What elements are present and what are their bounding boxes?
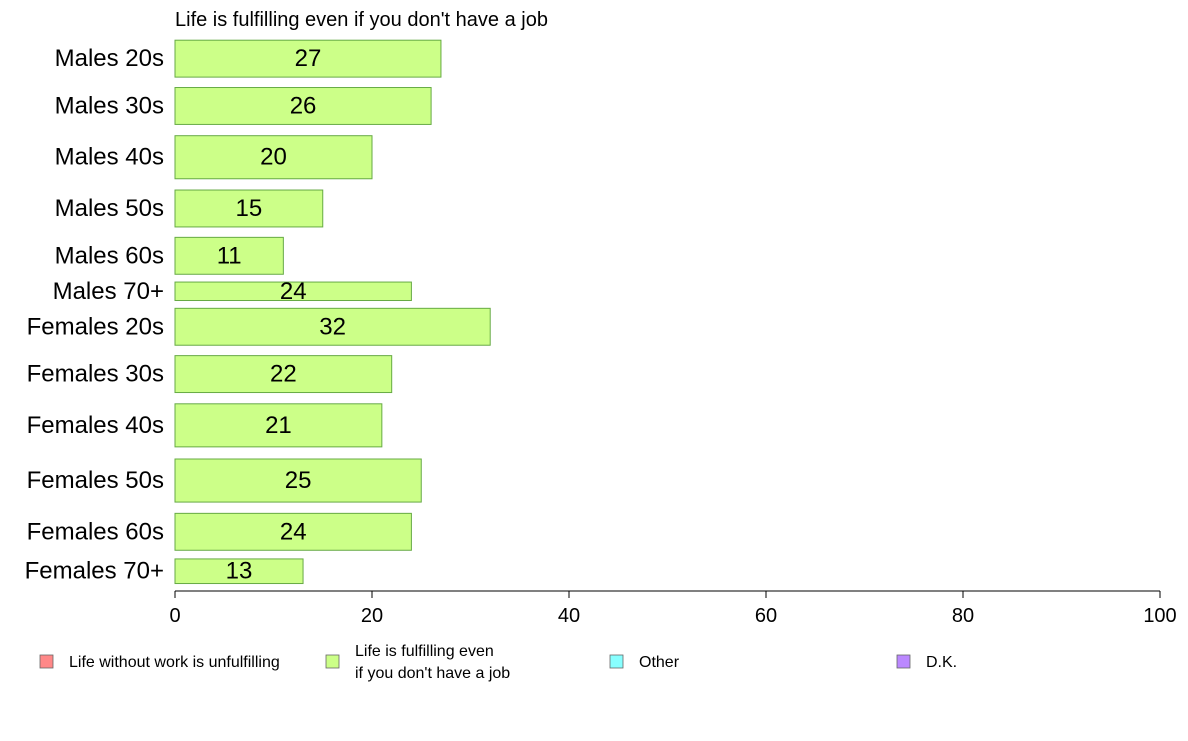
data-label: 24 — [280, 278, 307, 305]
category-label: Females 40s — [27, 412, 164, 439]
legend: Life without work is unfulfilling Life is… — [39, 643, 957, 682]
category-label: Females 50s — [27, 467, 164, 494]
category-label: Males 20s — [55, 45, 164, 72]
category-label: Females 20s — [27, 313, 164, 340]
category-label: Females 60s — [27, 518, 164, 545]
data-label: 32 — [319, 313, 346, 340]
data-label: 26 — [290, 92, 317, 119]
data-label: 15 — [236, 195, 263, 222]
legend-swatch — [896, 654, 911, 669]
data-label: 13 — [226, 558, 253, 585]
bar-females-20s — [174, 307, 491, 346]
x-tick-label: 80 — [952, 605, 974, 627]
category-label: Males 30s — [55, 92, 164, 119]
bar-males-30s — [174, 87, 432, 125]
bar-males-50s — [174, 189, 324, 228]
data-label: 21 — [265, 412, 292, 439]
bar-females-60s — [174, 512, 412, 551]
bar-males-40s — [174, 135, 373, 180]
category-label: Females 70+ — [25, 558, 164, 585]
bar-females-70- — [174, 558, 304, 585]
chart-title: Life is fulfilling even if you don't hav… — [175, 9, 548, 31]
legend-label: Life is fulfilling even if you don't have… — [355, 643, 510, 682]
data-label: 22 — [270, 361, 297, 388]
category-label: Males 70+ — [53, 278, 164, 305]
category-label: Males 60s — [55, 242, 164, 269]
x-tick-label: 100 — [1143, 605, 1176, 627]
x-tick-label: 60 — [755, 605, 777, 627]
legend-label: Other — [639, 654, 680, 671]
category-label: Females 30s — [27, 361, 164, 388]
x-tick-label: 40 — [558, 605, 580, 627]
x-tick-label: 20 — [361, 605, 383, 627]
legend-label: D.K. — [926, 654, 957, 671]
x-tick-label: 0 — [169, 605, 180, 627]
bars-layer: 27 Males 20s 26 Males 30s 20 Males 40s 15 Males… — [25, 39, 491, 585]
category-label: Males 40s — [55, 144, 164, 171]
legend-label: Life without work is unfulfilling — [69, 654, 280, 671]
legend-swatch — [39, 654, 54, 669]
data-label: 20 — [260, 144, 287, 171]
bar-females-40s — [174, 403, 383, 448]
bar-females-50s — [174, 458, 422, 503]
bar-males-70- — [174, 281, 412, 302]
x-axis: 0 20 40 60 80 100 — [169, 590, 1177, 627]
data-label: 27 — [295, 45, 322, 72]
bar-males-20s — [174, 39, 442, 78]
legend-swatch — [609, 654, 624, 669]
bar-females-30s — [174, 355, 393, 394]
data-label: 11 — [217, 242, 242, 269]
data-label: 24 — [280, 518, 307, 545]
data-label: 25 — [285, 467, 312, 494]
bar-males-60s — [174, 236, 284, 275]
legend-swatch — [325, 654, 340, 669]
category-label: Males 50s — [55, 195, 164, 222]
